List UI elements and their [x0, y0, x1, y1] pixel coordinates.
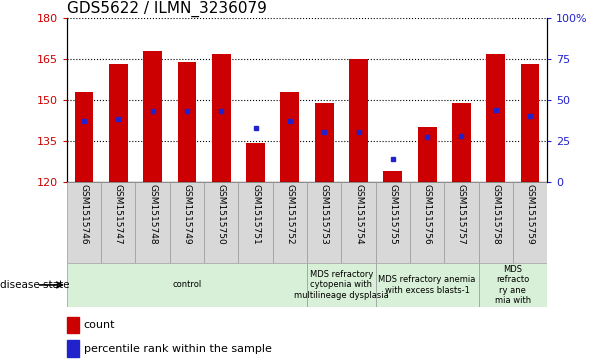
Bar — [67, 317, 79, 333]
Bar — [280, 92, 299, 182]
FancyBboxPatch shape — [376, 182, 410, 263]
Text: GSM1515759: GSM1515759 — [525, 184, 534, 245]
Text: GSM1515749: GSM1515749 — [182, 184, 192, 245]
Text: GSM1515748: GSM1515748 — [148, 184, 157, 245]
FancyBboxPatch shape — [478, 182, 513, 263]
FancyBboxPatch shape — [307, 263, 376, 307]
Bar — [418, 127, 437, 182]
Text: GSM1515753: GSM1515753 — [320, 184, 329, 245]
Bar — [246, 143, 265, 182]
Bar — [315, 102, 334, 182]
FancyBboxPatch shape — [513, 182, 547, 263]
Bar — [212, 54, 230, 182]
Text: MDS refractory
cytopenia with
multilineage dysplasia: MDS refractory cytopenia with multilinea… — [294, 270, 389, 300]
FancyBboxPatch shape — [204, 182, 238, 263]
FancyBboxPatch shape — [238, 182, 273, 263]
Bar — [520, 65, 539, 182]
Bar — [109, 65, 128, 182]
Text: control: control — [172, 281, 202, 289]
Bar — [452, 102, 471, 182]
Text: disease state: disease state — [0, 280, 69, 290]
Text: GSM1515757: GSM1515757 — [457, 184, 466, 245]
FancyBboxPatch shape — [170, 182, 204, 263]
Text: GSM1515758: GSM1515758 — [491, 184, 500, 245]
Text: GSM1515752: GSM1515752 — [285, 184, 294, 245]
Bar — [75, 92, 94, 182]
FancyBboxPatch shape — [341, 182, 376, 263]
Text: MDS refractory anemia
with excess blasts-1: MDS refractory anemia with excess blasts… — [378, 275, 476, 295]
Text: percentile rank within the sample: percentile rank within the sample — [84, 344, 272, 354]
Text: GSM1515750: GSM1515750 — [217, 184, 226, 245]
Text: GSM1515755: GSM1515755 — [389, 184, 397, 245]
Text: MDS
refracto
ry ane
mia with: MDS refracto ry ane mia with — [495, 265, 531, 305]
Text: GSM1515747: GSM1515747 — [114, 184, 123, 245]
FancyBboxPatch shape — [67, 263, 307, 307]
Bar — [143, 51, 162, 182]
FancyBboxPatch shape — [478, 263, 547, 307]
Bar — [67, 340, 79, 357]
FancyBboxPatch shape — [101, 182, 136, 263]
Text: GDS5622 / ILMN_3236079: GDS5622 / ILMN_3236079 — [67, 1, 267, 17]
FancyBboxPatch shape — [67, 182, 101, 263]
FancyBboxPatch shape — [273, 182, 307, 263]
Text: GSM1515756: GSM1515756 — [423, 184, 432, 245]
Bar — [349, 59, 368, 182]
FancyBboxPatch shape — [376, 263, 478, 307]
Bar — [178, 62, 196, 182]
Text: GSM1515751: GSM1515751 — [251, 184, 260, 245]
Bar — [486, 54, 505, 182]
FancyBboxPatch shape — [307, 182, 341, 263]
FancyBboxPatch shape — [410, 182, 444, 263]
Text: GSM1515746: GSM1515746 — [80, 184, 89, 245]
Bar — [384, 171, 402, 182]
FancyBboxPatch shape — [444, 182, 478, 263]
FancyBboxPatch shape — [136, 182, 170, 263]
Text: GSM1515754: GSM1515754 — [354, 184, 363, 245]
Text: count: count — [84, 321, 115, 330]
